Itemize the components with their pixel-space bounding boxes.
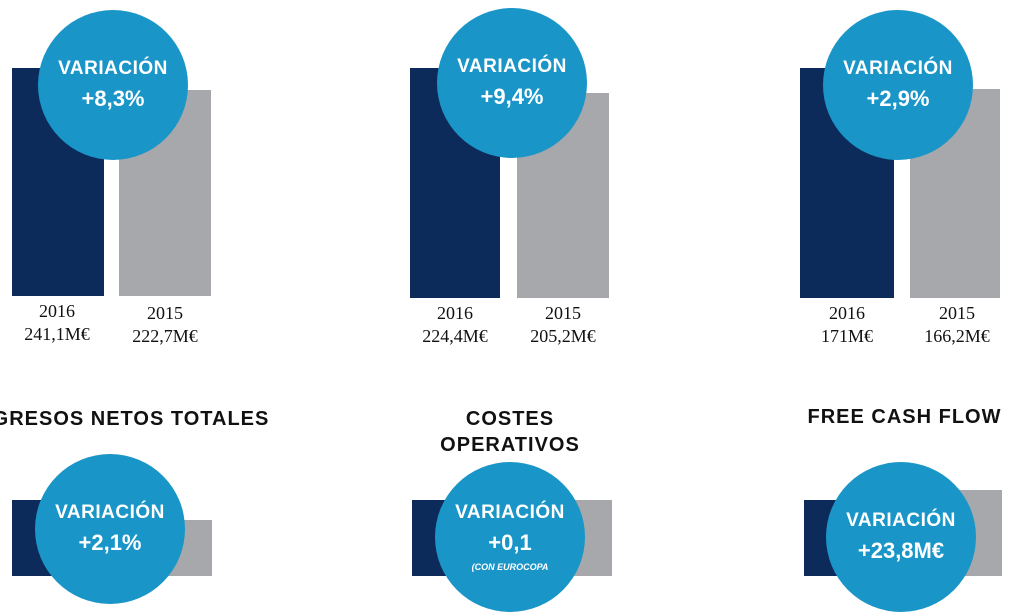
bar-label-2016: 2016 171M€ xyxy=(792,302,902,348)
badge-value: +0,1 xyxy=(488,530,532,555)
badge-label: VARIACIÓN xyxy=(455,502,565,523)
variation-badge: VARIACIÓN +2,9% xyxy=(823,10,973,160)
badge-value: +9,4% xyxy=(480,84,544,109)
badge-label: VARIACIÓN xyxy=(843,58,953,79)
variation-badge: VARIACIÓN +23,8M€ xyxy=(826,462,976,612)
bar-label-2016: 2016 241,1M€ xyxy=(2,300,112,346)
category-label: 2015 xyxy=(545,303,581,323)
category-label: 2015 xyxy=(939,303,975,323)
badge-note: (CON EUROCOPA xyxy=(471,562,549,572)
variation-badge: VARIACIÓN +9,4% xyxy=(437,8,587,158)
value-label: 171M€ xyxy=(820,326,873,346)
value-label: 224,4M€ xyxy=(422,326,488,346)
badge-label: VARIACIÓN xyxy=(55,502,165,523)
variation-badge: VARIACIÓN +2,1% xyxy=(35,454,185,604)
badge-label: VARIACIÓN xyxy=(846,510,956,531)
category-label: 2016 xyxy=(437,303,473,323)
value-label: 205,2M€ xyxy=(530,326,596,346)
badge-value: +23,8M€ xyxy=(857,538,945,563)
category-label: 2015 xyxy=(147,303,183,323)
variation-badge: VARIACIÓN +8,3% xyxy=(38,10,188,160)
badge-label: VARIACIÓN xyxy=(457,56,567,77)
badge-value: +2,1% xyxy=(78,530,142,555)
chart-title: FREE CASH FLOW xyxy=(807,406,1002,428)
category-label: 2016 xyxy=(829,303,865,323)
bar-label-2016: 2016 224,4M€ xyxy=(400,302,510,348)
bar-label-2015: 2015 166,2M€ xyxy=(902,302,1012,348)
bar-label-2015: 2015 205,2M€ xyxy=(508,302,618,348)
chart-title: INGRESOS NETOS TOTALES xyxy=(0,408,270,430)
category-label: 2016 xyxy=(39,301,75,321)
bar-label-2015: 2015 222,7M€ xyxy=(110,302,220,348)
value-label: 166,2M€ xyxy=(924,326,990,346)
badge-label: VARIACIÓN xyxy=(58,58,168,79)
badge-value: +8,3% xyxy=(81,86,145,111)
variation-badge: VARIACIÓN +0,1 (CON EUROCOPA xyxy=(435,462,585,612)
value-label: 241,1M€ xyxy=(24,324,90,344)
value-label: 222,7M€ xyxy=(132,326,198,346)
badge-value: +2,9% xyxy=(866,86,930,111)
chart-title: COSTES OPERATIVOS xyxy=(440,408,580,456)
